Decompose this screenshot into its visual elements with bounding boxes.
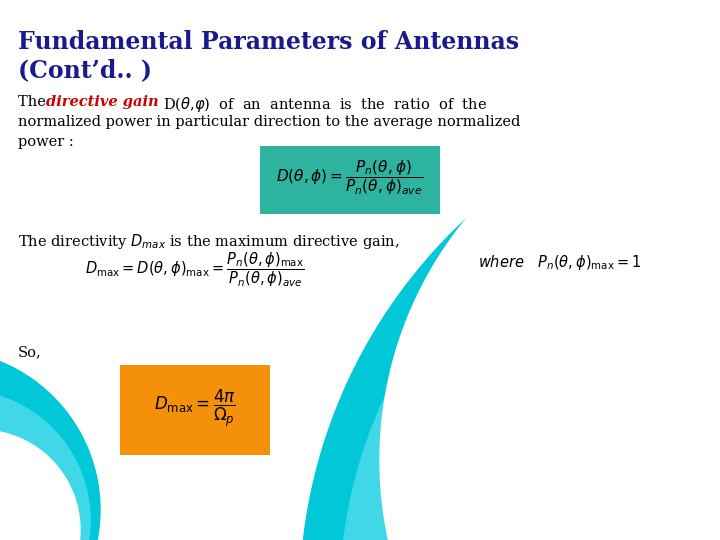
Text: So,: So, [18, 345, 42, 359]
Text: The: The [18, 95, 50, 109]
Polygon shape [380, 80, 720, 540]
FancyBboxPatch shape [260, 146, 440, 214]
Text: Fundamental Parameters of Antennas: Fundamental Parameters of Antennas [18, 30, 519, 54]
Polygon shape [0, 430, 80, 540]
Text: $\mathit{where} \quad P_n(\theta,\phi)_{\mathrm{max}} = 1$: $\mathit{where} \quad P_n(\theta,\phi)_{… [478, 253, 642, 273]
Text: D($\theta$,$\varphi$)  of  an  antenna  is  the  ratio  of  the: D($\theta$,$\varphi$) of an antenna is t… [163, 95, 487, 114]
Text: directive gain: directive gain [46, 95, 158, 109]
Text: The directivity $D_{max}$ is the maximum directive gain,: The directivity $D_{max}$ is the maximum… [18, 232, 400, 251]
FancyBboxPatch shape [120, 365, 270, 455]
Text: power :: power : [18, 135, 73, 149]
Polygon shape [340, 120, 720, 540]
Text: (Cont’d.. ): (Cont’d.. ) [18, 58, 152, 82]
Text: $D_{\mathrm{max}} = \dfrac{4\pi}{\Omega_p}$: $D_{\mathrm{max}} = \dfrac{4\pi}{\Omega_… [154, 387, 236, 429]
Polygon shape [0, 390, 90, 540]
Polygon shape [0, 350, 100, 540]
Text: $D_{\mathrm{max}} = D(\theta,\phi)_{\mathrm{max}} = \dfrac{P_n(\theta,\phi)_{\ma: $D_{\mathrm{max}} = D(\theta,\phi)_{\mat… [85, 251, 305, 289]
Polygon shape [300, 80, 720, 540]
Text: $D(\theta,\phi)=\dfrac{P_n(\theta,\phi)}{P_n(\theta,\phi)_{ave}}$: $D(\theta,\phi)=\dfrac{P_n(\theta,\phi)}… [276, 159, 423, 198]
Text: normalized power in particular direction to the average normalized: normalized power in particular direction… [18, 115, 521, 129]
